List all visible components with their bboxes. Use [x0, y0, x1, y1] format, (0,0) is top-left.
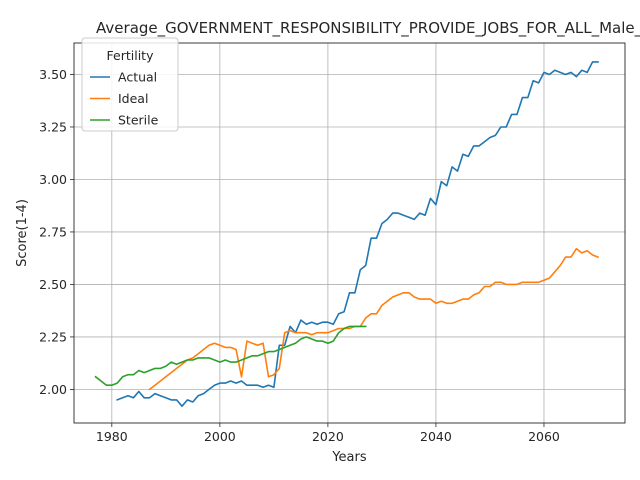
x-axis-label: Years [331, 450, 367, 465]
axis-ticks: 1980 2000 2020 2040 2060 2.00 2.25 2.50 2.75 3.00… [39, 67, 560, 444]
x-tick-label: 2060 [528, 429, 560, 444]
series-lines [94, 61, 600, 408]
y-tick-label: 2.50 [39, 277, 67, 292]
chart-title: Average_GOVERNMENT_RESPONSIBILITY_PROVID… [96, 19, 640, 38]
legend-box [81, 37, 179, 132]
legend: Fertility Actual Ideal Sterile [81, 37, 179, 132]
legend-label-sterile: Sterile [118, 113, 159, 128]
series-line-sterile [94, 325, 367, 387]
y-axis-label: Score(1-4) [15, 199, 30, 267]
series-line-ideal [148, 247, 600, 391]
y-tick-label: 2.75 [39, 224, 67, 239]
legend-title: Fertility [107, 48, 155, 63]
legend-label-ideal: Ideal [118, 91, 148, 106]
legend-label-actual: Actual [118, 70, 157, 85]
series-line-actual [116, 61, 599, 408]
x-tick-label: 2000 [204, 429, 236, 444]
y-tick-label: 3.00 [39, 172, 67, 187]
y-tick-label: 3.25 [39, 119, 67, 134]
x-tick-label: 2020 [312, 429, 344, 444]
y-tick-label: 2.00 [39, 382, 67, 397]
grid [74, 43, 625, 423]
y-tick-label: 2.25 [39, 329, 67, 344]
plot-frame [73, 42, 626, 424]
x-tick-label: 1980 [96, 429, 128, 444]
y-tick-label: 3.50 [39, 67, 67, 82]
x-tick-label: 2040 [420, 429, 452, 444]
